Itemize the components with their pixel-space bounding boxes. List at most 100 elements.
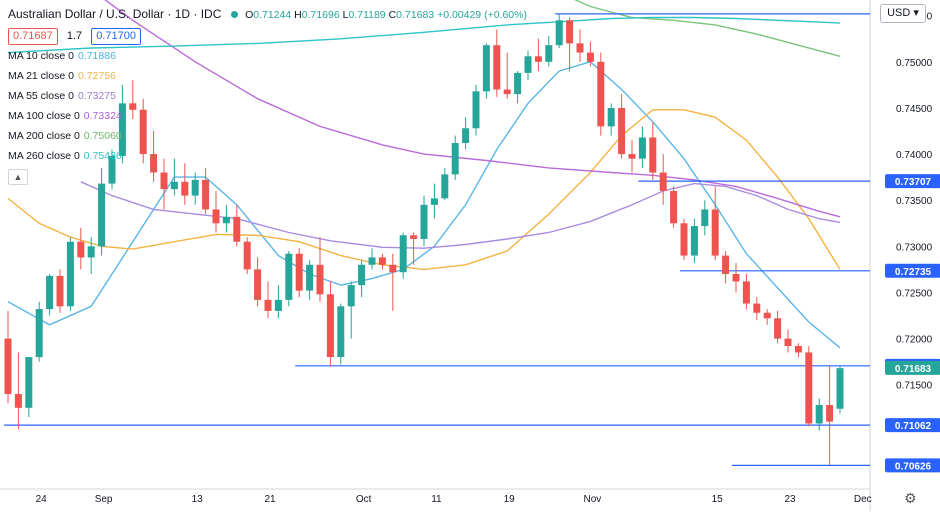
candle-body[interactable] bbox=[4, 338, 12, 394]
candle-body[interactable] bbox=[482, 45, 490, 92]
indicator-row[interactable]: MA 21 close 0 0.72756 bbox=[8, 66, 527, 86]
candle-body[interactable] bbox=[649, 137, 657, 173]
candle-body[interactable] bbox=[274, 299, 282, 311]
candle-body[interactable] bbox=[160, 172, 168, 190]
candle-body[interactable] bbox=[732, 274, 740, 282]
candle-body[interactable] bbox=[14, 393, 22, 408]
candle-body[interactable] bbox=[191, 179, 199, 196]
candle-body[interactable] bbox=[836, 368, 844, 409]
indicator-row[interactable]: MA 55 close 0 0.73275 bbox=[8, 86, 527, 106]
symbol-title[interactable]: Australian Dollar / U.S. Dollar · 1D · I… bbox=[8, 7, 222, 21]
candle-body[interactable] bbox=[774, 318, 782, 339]
candle-body[interactable] bbox=[805, 352, 813, 424]
candle-body[interactable] bbox=[514, 72, 522, 95]
candle-body[interactable] bbox=[566, 20, 574, 44]
candle-body[interactable] bbox=[753, 303, 761, 313]
candle-body[interactable] bbox=[212, 209, 220, 224]
candle-body[interactable] bbox=[118, 103, 126, 156]
candle-body[interactable] bbox=[170, 181, 178, 190]
candle-body[interactable] bbox=[815, 405, 823, 424]
candle-body[interactable] bbox=[430, 198, 438, 205]
candle-body[interactable] bbox=[597, 61, 605, 127]
candle-body[interactable] bbox=[295, 253, 303, 291]
candle-body[interactable] bbox=[56, 275, 64, 307]
candle-body[interactable] bbox=[150, 154, 158, 173]
candle-body[interactable] bbox=[399, 235, 407, 273]
candle-body[interactable] bbox=[576, 43, 584, 53]
candle-body[interactable] bbox=[701, 209, 709, 227]
candle-body[interactable] bbox=[503, 89, 511, 95]
candle-body[interactable] bbox=[233, 216, 241, 242]
candle-body[interactable] bbox=[46, 275, 54, 310]
candle-body[interactable] bbox=[690, 226, 698, 256]
change-value: +0.00429 (+0.60%) bbox=[437, 9, 527, 21]
candle-body[interactable] bbox=[25, 357, 33, 408]
candle-body[interactable] bbox=[98, 183, 106, 247]
candle-body[interactable] bbox=[254, 269, 262, 300]
candle-body[interactable] bbox=[451, 143, 459, 175]
candle-body[interactable] bbox=[711, 209, 719, 256]
candle-body[interactable] bbox=[326, 294, 334, 358]
candle-body[interactable] bbox=[618, 107, 626, 155]
candle-body[interactable] bbox=[441, 174, 449, 199]
candle-body[interactable] bbox=[306, 264, 314, 291]
candle-body[interactable] bbox=[108, 155, 116, 184]
candle-body[interactable] bbox=[742, 281, 750, 304]
candle-body[interactable] bbox=[493, 45, 501, 90]
indicator-row[interactable]: MA 260 close 0 0.75436 bbox=[8, 146, 527, 166]
candle-body[interactable] bbox=[763, 312, 771, 319]
buy-price-button[interactable]: 0.71700 bbox=[91, 28, 141, 45]
candle-body[interactable] bbox=[659, 172, 667, 191]
low-value: 0.71189 bbox=[348, 9, 386, 21]
candle-body[interactable] bbox=[472, 91, 480, 129]
candle-body[interactable] bbox=[670, 190, 678, 224]
candle-body[interactable] bbox=[181, 181, 189, 196]
sell-price-button[interactable]: 0.71687 bbox=[8, 28, 58, 45]
candle-body[interactable] bbox=[129, 103, 137, 110]
candle-body[interactable] bbox=[389, 264, 397, 273]
candle-body[interactable] bbox=[66, 241, 74, 307]
candle-body[interactable] bbox=[378, 257, 386, 265]
candle-body[interactable] bbox=[316, 264, 324, 295]
candle-body[interactable] bbox=[628, 154, 636, 159]
candle-body[interactable] bbox=[358, 264, 366, 286]
candle-body[interactable] bbox=[285, 253, 293, 300]
indicator-row[interactable]: MA 10 close 0 0.71886 bbox=[8, 46, 527, 66]
candle-body[interactable] bbox=[139, 109, 147, 155]
candle-body[interactable] bbox=[638, 137, 646, 159]
candle-body[interactable] bbox=[35, 309, 43, 358]
candle-body[interactable] bbox=[722, 255, 730, 275]
candle-body[interactable] bbox=[243, 241, 251, 270]
candle-body[interactable] bbox=[534, 56, 542, 62]
candle-body[interactable] bbox=[462, 128, 470, 144]
candle-body[interactable] bbox=[794, 345, 802, 353]
candle-body[interactable] bbox=[586, 52, 594, 62]
candle-body[interactable] bbox=[87, 246, 95, 258]
currency-button[interactable]: USD ▾ bbox=[880, 4, 926, 23]
candle-body[interactable] bbox=[222, 216, 230, 224]
candle-body[interactable] bbox=[680, 223, 688, 256]
price-label-text: 0.73707 bbox=[895, 177, 932, 188]
candle-body[interactable] bbox=[337, 306, 345, 358]
candle-body[interactable] bbox=[607, 107, 615, 127]
high-label: H bbox=[294, 9, 302, 21]
candle-body[interactable] bbox=[826, 405, 834, 422]
candle-body[interactable] bbox=[347, 285, 355, 307]
gear-icon[interactable]: ⚙ bbox=[904, 490, 917, 506]
candle-body[interactable] bbox=[545, 45, 553, 62]
candle-body[interactable] bbox=[77, 241, 85, 258]
candle-body[interactable] bbox=[784, 338, 792, 346]
chevron-up-icon[interactable]: ▲ bbox=[8, 169, 28, 185]
candle-body[interactable] bbox=[555, 20, 563, 46]
candle-body[interactable] bbox=[368, 257, 376, 265]
candle-body[interactable] bbox=[524, 56, 532, 73]
indicator-row[interactable]: MA 100 close 0 0.73324 bbox=[8, 106, 527, 126]
indicator-row[interactable]: MA 200 close 0 0.75060 bbox=[8, 126, 527, 146]
candle-body[interactable] bbox=[264, 299, 272, 311]
candle-body[interactable] bbox=[202, 179, 210, 210]
candle-body[interactable] bbox=[420, 204, 428, 239]
x-tick-label: 24 bbox=[36, 494, 48, 505]
candle-body[interactable] bbox=[410, 235, 418, 239]
